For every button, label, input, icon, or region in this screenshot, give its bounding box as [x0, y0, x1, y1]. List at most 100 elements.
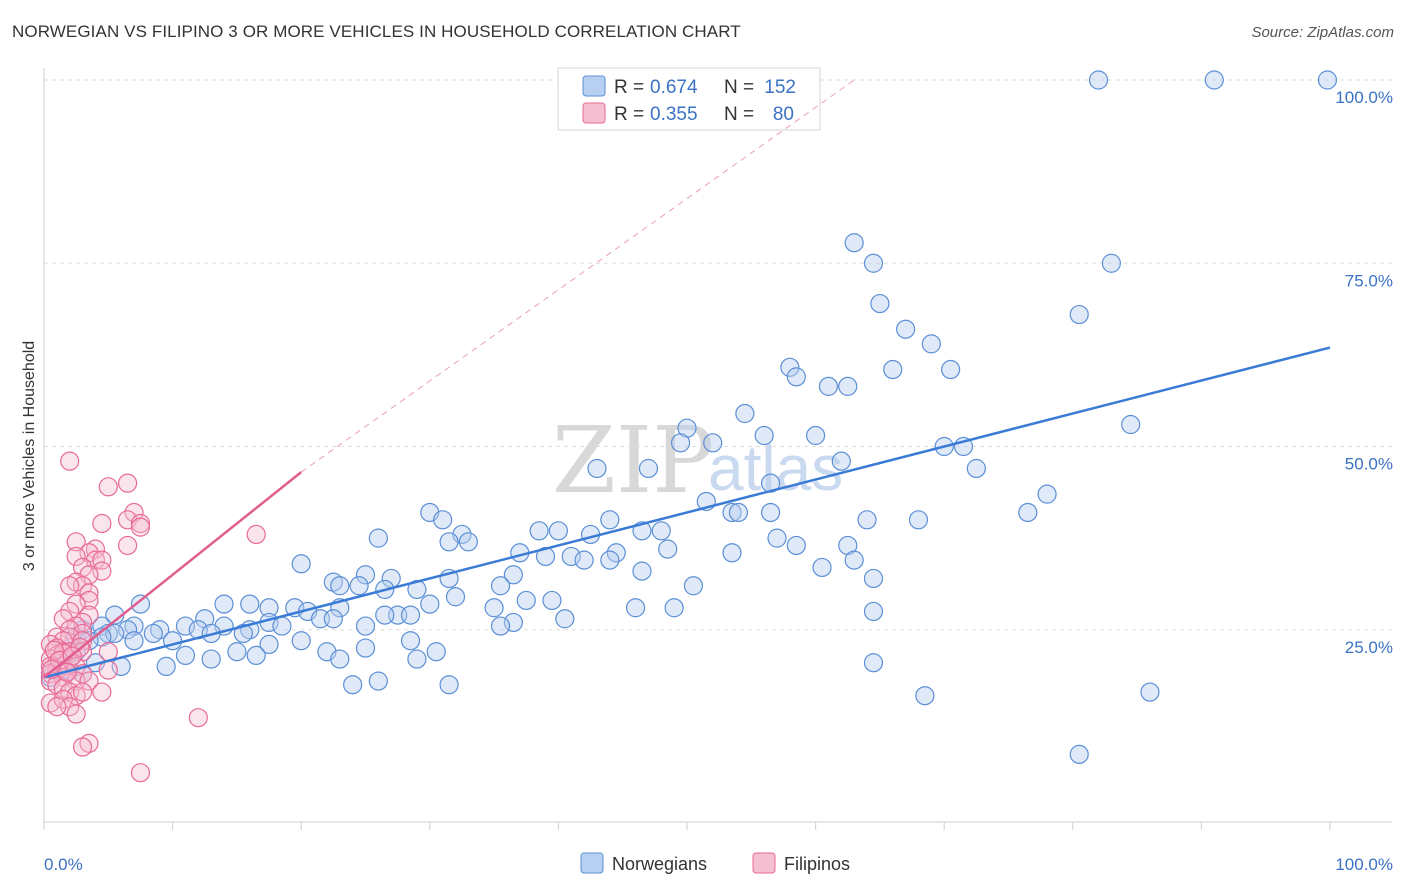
norwegian-point — [812, 557, 832, 578]
x-tick-label-min: 0.0% — [44, 855, 83, 874]
norwegian-point — [786, 535, 806, 556]
filipino-point — [79, 733, 99, 753]
filipino-point — [44, 640, 64, 660]
filipino-point — [47, 638, 67, 658]
norwegian-point — [458, 532, 478, 552]
norwegian-point — [490, 616, 511, 636]
norwegian-point — [664, 598, 684, 618]
filipino-point — [66, 704, 86, 724]
filipino-point — [72, 682, 93, 702]
norwegian-point — [600, 550, 620, 570]
filipino-point — [246, 524, 266, 545]
norwegian-point — [400, 605, 421, 625]
norwegian-point — [1317, 70, 1338, 90]
norwegian-point — [625, 598, 646, 618]
trend-lines — [43, 79, 1331, 679]
filipino-point — [92, 561, 112, 581]
filipino-point — [188, 708, 208, 728]
norwegian-point — [143, 623, 163, 644]
filipino-point — [53, 689, 73, 709]
norwegian-point — [368, 528, 388, 548]
norwegian-point — [870, 293, 890, 314]
norwegian-point — [130, 594, 151, 614]
filipinos-trend-line — [43, 471, 302, 679]
norwegian-point — [1204, 70, 1224, 90]
filipino-point — [66, 572, 86, 592]
norwegian-point — [1121, 414, 1141, 435]
norwegian-point — [227, 642, 247, 662]
chart-title: NORWEGIAN VS FILIPINO 3 OR MORE VEHICLES… — [12, 22, 741, 41]
filipino-point — [79, 605, 99, 625]
gridlines — [44, 79, 1392, 631]
norwegian-point — [767, 528, 787, 548]
filipino-point — [66, 594, 86, 614]
norwegian-point — [368, 671, 388, 691]
filipino-point — [130, 763, 151, 783]
filipino-point — [98, 477, 118, 497]
norwegian-point — [323, 609, 343, 629]
norwegian-point — [587, 458, 607, 479]
norwegian-point — [1069, 304, 1089, 325]
norwegian-point — [728, 502, 749, 523]
norwegian-point — [439, 675, 459, 695]
norwegian-point — [818, 376, 839, 396]
chart-source: Source: ZipAtlas.com — [1251, 24, 1394, 41]
bottom-legend-swatch-filipinos — [752, 852, 776, 874]
norwegian-point — [426, 642, 446, 662]
norwegian-point — [1037, 484, 1057, 504]
norwegian-point — [555, 609, 575, 629]
norwegian-point — [915, 686, 935, 706]
filipino-point — [79, 583, 99, 603]
filipinos-trend-extension — [300, 79, 855, 473]
norwegian-point — [683, 576, 704, 596]
norwegian-point — [831, 451, 851, 471]
norwegian-point — [844, 233, 864, 253]
legend-n-value-2: 80 — [773, 104, 794, 125]
norwegian-point — [439, 532, 459, 552]
norwegian-point — [259, 598, 279, 618]
y-axis-label: 3 or more Vehicles in Household — [21, 341, 38, 571]
legend-swatch-filipinos — [582, 102, 606, 124]
norwegian-point — [780, 357, 800, 377]
norwegian-point — [355, 638, 376, 658]
norwegian-point — [240, 594, 260, 614]
norwegian-point — [272, 616, 292, 636]
norwegian-point — [291, 631, 311, 651]
x-axis-ticks — [43, 822, 1331, 830]
legend-n-label-2: N = — [724, 104, 754, 125]
norwegian-point — [375, 605, 395, 625]
norwegian-point — [941, 359, 961, 380]
filipino-point — [130, 517, 151, 537]
filipino-point — [117, 535, 138, 556]
bottom-legend-swatch-norwegians — [580, 852, 604, 874]
norwegian-point — [651, 521, 671, 541]
norwegian-point — [863, 568, 884, 589]
norwegian-point — [124, 631, 144, 651]
norwegian-point — [330, 576, 350, 596]
norwegian-point — [484, 598, 504, 618]
filipino-point — [92, 550, 112, 570]
filipino-point — [66, 532, 86, 552]
norwegian-point — [658, 539, 678, 559]
norwegian-point — [760, 502, 781, 523]
norwegian-point — [735, 403, 755, 424]
norwegian-point — [175, 645, 196, 666]
bottom-legend-label-norwegians: Norwegians — [612, 854, 707, 874]
norwegian-point — [355, 616, 376, 636]
y-tick-label: 25.0% — [1345, 638, 1393, 657]
norwegian-point — [201, 649, 221, 669]
norwegian-point — [921, 334, 941, 354]
filipino-point — [60, 451, 80, 471]
norwegian-point — [606, 543, 626, 563]
norwegian-point — [117, 620, 138, 640]
filipino-point — [92, 682, 112, 702]
norwegian-point — [420, 594, 440, 614]
norwegian-point — [246, 645, 266, 666]
norwegian-point — [857, 510, 877, 530]
norwegian-point — [349, 576, 369, 596]
norwegian-point — [1101, 253, 1121, 273]
norwegian-point — [150, 620, 170, 640]
norwegian-point — [863, 253, 884, 273]
legend-r-label-1: R = — [614, 77, 644, 98]
